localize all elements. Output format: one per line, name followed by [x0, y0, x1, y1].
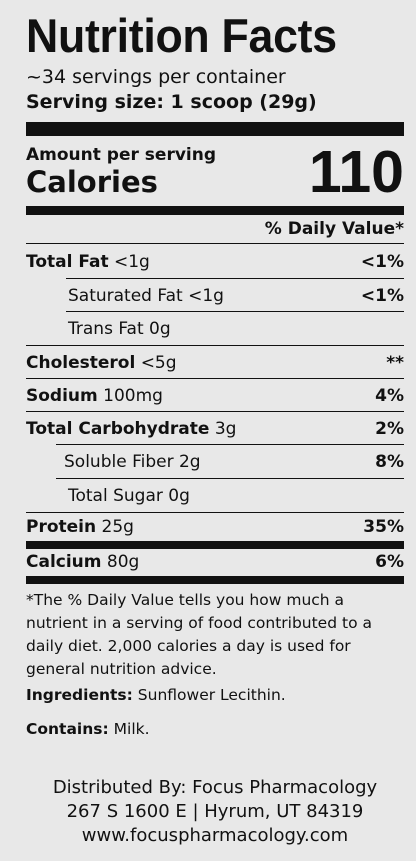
nutrient-row-protein: Protein 25g 35% [26, 512, 404, 541]
nutrient-dv: 2% [375, 418, 404, 439]
label-title: Nutrition Facts [26, 9, 337, 62]
thick-divider-top [26, 122, 404, 136]
medium-divider [26, 206, 404, 215]
medium-divider [26, 541, 404, 549]
calories-label: Calories [26, 165, 158, 199]
nutrient-dv: 4% [375, 385, 404, 406]
nutrient-dv: 8% [375, 451, 404, 472]
divider-line [66, 311, 404, 312]
nutrient-dv: <1% [360, 251, 404, 272]
distributor-address: 267 S 1600 E | Hyrum, UT 84319 [66, 801, 364, 822]
divider-line [66, 278, 404, 279]
nutrient-row-total-carbohydrate: Total Carbohydrate 3g 2% [26, 412, 404, 445]
nutrient-row-calcium: Calcium 80g 6% [26, 548, 404, 576]
nutrient-row-total-fat: Total Fat <1g <1% [26, 245, 404, 278]
nutrient-row-sodium: Sodium 100mg 4% [26, 379, 404, 412]
daily-value-footnote: *The % Daily Value tells you how much a … [26, 591, 372, 678]
nutrient-name: Saturated Fat [68, 285, 183, 306]
nutrient-amount: 3g [214, 418, 237, 439]
nutrient-amount: 25g [101, 516, 134, 537]
contains-label: Contains: [26, 720, 109, 738]
daily-value-header: % Daily Value* [264, 219, 404, 239]
nutrient-name: Trans Fat [68, 318, 144, 339]
distributor-name: Distributed By: Focus Pharmacology [52, 777, 378, 798]
divider-line [26, 378, 404, 379]
nutrient-amount: 100mg [103, 385, 163, 406]
nutrient-name: Protein [26, 516, 97, 537]
nutrient-amount: 80g [106, 552, 140, 572]
thick-divider-bottom [26, 576, 404, 584]
contains-value: Milk. [113, 720, 150, 738]
allergens: Contains: Milk. [26, 718, 404, 741]
divider-line [56, 478, 404, 479]
nutrient-dv: 35% [363, 516, 404, 537]
nutrient-amount: 0g [149, 318, 171, 339]
divider-line [56, 444, 404, 445]
serving-size: Serving size: 1 scoop (29g) [26, 91, 317, 113]
nutrient-dv: <1% [360, 285, 404, 306]
nutrient-amount: <1g [113, 251, 150, 272]
divider-line [26, 512, 404, 513]
nutrient-row-cholesterol: Cholesterol <5g ** [26, 346, 404, 379]
nutrient-row-total-sugar: Total Sugar 0g [26, 479, 404, 512]
nutrient-name: Soluble Fiber [64, 451, 174, 472]
nutrient-row-trans-fat: Trans Fat 0g [26, 312, 404, 345]
nutrient-dv: 6% [375, 552, 404, 572]
nutrient-name: Cholesterol [26, 352, 136, 373]
nutrient-dv: ** [386, 352, 404, 373]
nutrient-name: Total Fat [26, 251, 109, 272]
nutrient-name: Sodium [26, 385, 98, 406]
nutrient-amount: <5g [140, 352, 177, 373]
ingredients-value: Sunflower Lecithin. [137, 686, 286, 704]
nutrient-amount: <1g [188, 285, 224, 306]
ingredients: Ingredients: Sunflower Lecithin. [26, 684, 404, 707]
nutrient-row-saturated-fat: Saturated Fat <1g <1% [26, 279, 404, 312]
nutrient-name: Total Carbohydrate [26, 418, 210, 439]
nutrient-amount: 0g [168, 485, 190, 506]
calories-value: 110 [308, 139, 404, 205]
divider-line [26, 243, 404, 244]
nutrient-amount: 2g [178, 451, 201, 472]
divider-line [26, 411, 404, 412]
nutrient-row-soluble-fiber: Soluble Fiber 2g 8% [26, 445, 404, 478]
nutrient-name: Total Sugar [68, 485, 163, 506]
nutrient-name: Calcium [26, 552, 102, 572]
distributor-block: Distributed By: Focus Pharmacology 267 S… [26, 776, 404, 848]
amount-per-serving: Amount per serving [26, 145, 217, 165]
ingredients-label: Ingredients: [26, 686, 133, 704]
divider-line [26, 345, 404, 346]
distributor-website: www.focuspharmacology.com [81, 825, 349, 846]
servings-per-container: ~34 servings per container [26, 66, 286, 88]
